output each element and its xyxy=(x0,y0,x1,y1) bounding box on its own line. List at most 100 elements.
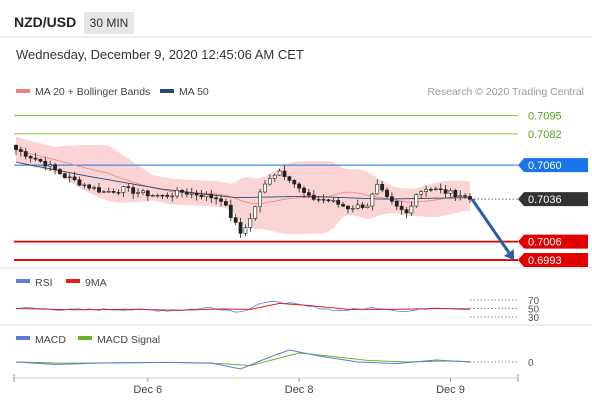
candle xyxy=(165,194,170,197)
candle xyxy=(399,205,404,210)
candle xyxy=(287,176,292,181)
bollinger-band xyxy=(16,136,470,235)
candle xyxy=(336,200,341,205)
credit-label: Research © 2020 Trading Central xyxy=(427,86,584,98)
rsi-ma-legend-label: 9MA xyxy=(85,277,107,289)
ma50-legend-label: MA 50 xyxy=(179,86,209,98)
rsi-legend-label: RSI xyxy=(35,277,53,289)
candle xyxy=(204,194,209,198)
candle xyxy=(238,222,243,234)
candle xyxy=(277,170,282,176)
support-label: 0.6993 xyxy=(528,255,562,267)
candle xyxy=(365,205,370,208)
candle xyxy=(180,190,184,193)
candle xyxy=(116,192,121,194)
candle xyxy=(355,204,360,209)
candle xyxy=(375,184,380,195)
bollinger-legend-swatch xyxy=(16,89,30,93)
levels xyxy=(14,114,518,261)
candle xyxy=(311,194,316,200)
candle xyxy=(101,191,106,193)
support-label: 0.7006 xyxy=(528,237,562,249)
rsi-ma-legend-swatch xyxy=(66,279,80,283)
candle xyxy=(72,176,77,181)
macd-signal-legend-swatch xyxy=(78,336,92,340)
candle xyxy=(131,187,136,194)
candle xyxy=(248,218,253,228)
candle xyxy=(321,199,326,201)
candle xyxy=(189,192,194,195)
resistance-label: 0.7095 xyxy=(528,110,562,122)
rsi-ma-line xyxy=(15,302,471,311)
ma20-line xyxy=(15,149,471,205)
candle xyxy=(453,190,458,197)
candle xyxy=(243,227,248,234)
candle xyxy=(267,178,272,185)
candle xyxy=(331,200,336,202)
candle xyxy=(160,194,165,197)
pair-title: NZD/USD xyxy=(14,14,76,30)
candle xyxy=(23,151,28,157)
candle xyxy=(219,198,223,202)
candle xyxy=(38,158,43,162)
candle xyxy=(282,170,287,177)
candle xyxy=(350,208,355,210)
macd-signal-legend-label: MACD Signal xyxy=(97,334,160,346)
candle xyxy=(43,160,48,167)
candle xyxy=(92,187,97,189)
rsi-line xyxy=(15,300,471,313)
rsi-tick-label: 30 xyxy=(528,313,540,324)
candle xyxy=(380,184,385,191)
candle xyxy=(141,190,145,193)
current-label-box xyxy=(518,192,588,207)
candle xyxy=(136,192,140,194)
candle xyxy=(424,189,428,192)
candle xyxy=(302,187,306,193)
candle xyxy=(443,189,448,194)
x-tick-label: Dec 8 xyxy=(285,384,314,396)
forecast-arrow xyxy=(470,198,511,254)
candle xyxy=(341,204,345,207)
candle xyxy=(18,149,23,152)
support-label-box xyxy=(518,253,588,268)
candle xyxy=(106,191,111,193)
candle xyxy=(175,190,179,197)
candle xyxy=(409,205,414,214)
candle xyxy=(209,194,214,199)
candle xyxy=(429,189,433,191)
rsi-tick-label: 50 xyxy=(528,305,540,316)
candle xyxy=(145,190,150,197)
candle xyxy=(126,186,131,188)
macd-line xyxy=(15,349,471,370)
candle xyxy=(307,192,311,196)
macd-pane: 0 xyxy=(15,349,534,370)
candle xyxy=(326,199,331,202)
candle xyxy=(385,189,389,197)
candle xyxy=(111,191,116,193)
candle xyxy=(14,144,18,150)
candle xyxy=(214,197,219,200)
candle xyxy=(394,201,399,207)
candle xyxy=(346,205,350,210)
candle xyxy=(228,204,233,218)
current-label: 0.7036 xyxy=(528,194,562,206)
candle xyxy=(448,190,453,194)
candle xyxy=(170,195,175,198)
timeframe-label: 30 MIN xyxy=(90,16,129,30)
rsi-legend-swatch xyxy=(16,279,30,283)
support-label-box xyxy=(518,234,588,249)
candle xyxy=(370,193,375,207)
candle xyxy=(297,183,302,189)
candle xyxy=(224,201,228,206)
resistance-label: 0.7082 xyxy=(528,129,562,141)
candle xyxy=(414,194,419,207)
candle xyxy=(155,194,160,197)
candle xyxy=(360,204,365,208)
candle xyxy=(28,156,33,159)
x-tick-label: Dec 9 xyxy=(436,384,465,396)
candle xyxy=(404,209,409,214)
macd-legend-label: MACD xyxy=(35,334,66,346)
macd-zero-label: 0 xyxy=(528,358,534,369)
